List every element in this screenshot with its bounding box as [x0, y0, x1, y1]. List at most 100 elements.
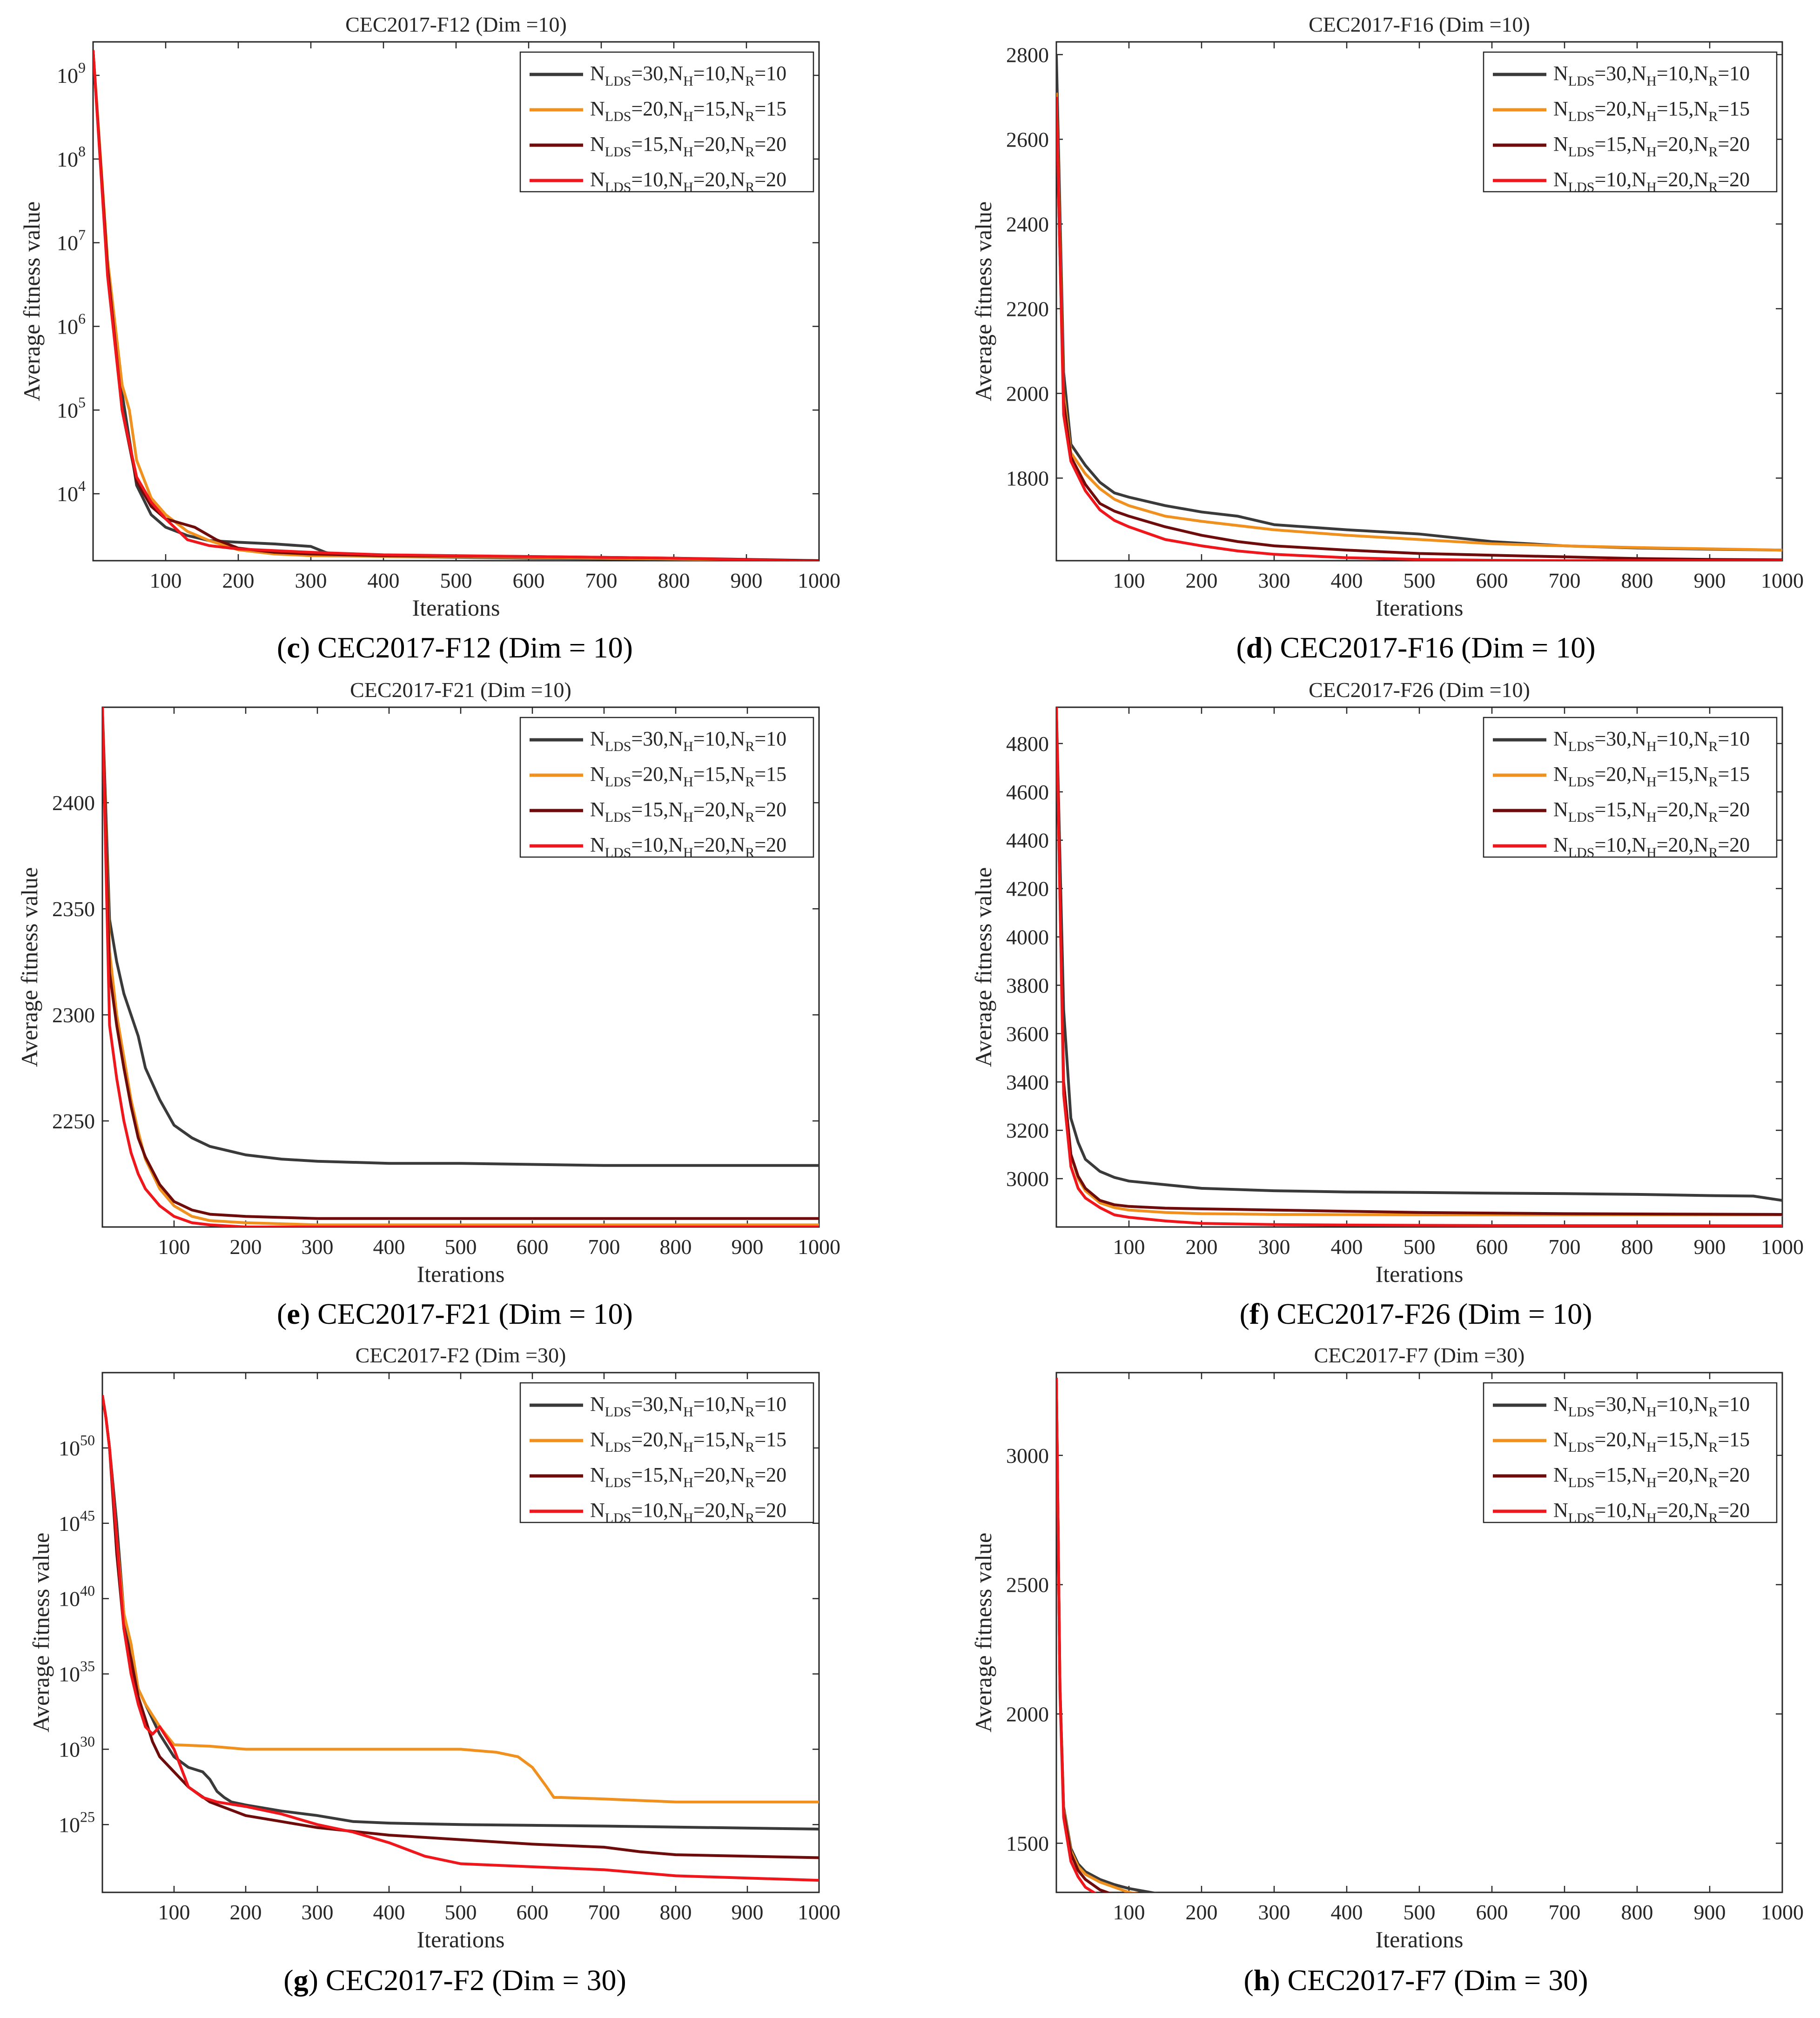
y-tick-label: 1050 [59, 1432, 95, 1460]
y-tick-label: 105 [57, 394, 86, 422]
chart-title: CEC2017-F12 (Dim =10) [345, 13, 567, 36]
series-line-4 [1056, 97, 1782, 561]
chart-c: CEC2017-F12 (Dim =10) 100 200 300 400 500 600 7… [19, 13, 840, 621]
legend-label: NLDS=20,NH=15,NR=15 [590, 97, 786, 124]
y-tick-label: 1800 [1006, 467, 1049, 490]
x-tick-label: 700 [1549, 1900, 1581, 1924]
x-tick-label: 100 [158, 1235, 190, 1259]
x-tick-label: 500 [1404, 1900, 1436, 1924]
x-tick-label: 1000 [798, 1235, 840, 1259]
y-tick-label: 2800 [1006, 43, 1049, 67]
x-tick-label: 300 [302, 1235, 334, 1259]
legend-label: NLDS=10,NH=20,NR=20 [1553, 168, 1750, 195]
x-tick-label: 700 [588, 1235, 620, 1259]
x-tick-label: 200 [230, 1900, 262, 1924]
series-line-2 [102, 707, 819, 1227]
legend-label: NLDS=15,NH=20,NR=20 [1553, 1463, 1750, 1490]
legend-label: NLDS=15,NH=20,NR=20 [590, 798, 786, 825]
x-tick-label: 1000 [1761, 1235, 1804, 1259]
x-tick-label: 1000 [1761, 569, 1804, 592]
series-line-4 [102, 707, 819, 1227]
x-tick-label: 500 [1404, 1235, 1436, 1259]
x-tick-label: 500 [445, 1900, 477, 1924]
y-tick-label: 1025 [59, 1808, 95, 1837]
y-tick-label: 2250 [52, 1109, 95, 1133]
x-tick-label: 300 [295, 569, 327, 592]
caption-g: (g) CEC2017-F2 (Dim = 30) [283, 1964, 626, 1997]
y-tick-label: 1040 [59, 1582, 95, 1611]
legend: NLDS=30,NH=10,NR=10 NLDS=20,NH=15,NR=15 NL… [519, 51, 814, 195]
y-tick-label: 3800 [1006, 973, 1049, 997]
x-tick-label: 400 [373, 1235, 405, 1259]
legend-label: NLDS=10,NH=20,NR=20 [590, 833, 786, 860]
x-tick-label: 400 [368, 569, 400, 592]
legend-label: NLDS=10,NH=20,NR=20 [1553, 1499, 1750, 1526]
x-axis-label: Iterations [412, 595, 500, 621]
y-tick-label: 4400 [1006, 829, 1049, 852]
x-tick-label: 400 [1331, 1900, 1363, 1924]
x-axis-label: Iterations [417, 1261, 505, 1287]
series-line-1 [102, 707, 819, 1167]
y-tick-label: 2350 [52, 897, 95, 921]
legend-label: NLDS=15,NH=20,NR=20 [1553, 133, 1750, 160]
chart-title: CEC2017-F2 (Dim =30) [356, 1343, 566, 1367]
y-tick-label: 1500 [1006, 1831, 1049, 1855]
series-line-3 [1056, 105, 1782, 561]
x-tick-label: 500 [440, 569, 472, 592]
x-tick-label: 600 [517, 1235, 549, 1259]
x-tick-label: 1000 [798, 1900, 840, 1924]
legend-label: NLDS=30,NH=10,NR=10 [1553, 62, 1750, 89]
x-tick-label: 1000 [798, 569, 840, 592]
y-tick-label: 4600 [1006, 780, 1049, 804]
x-tick-label: 300 [1258, 1900, 1290, 1924]
series-line-2 [1056, 93, 1782, 552]
legend-label: NLDS=20,NH=15,NR=15 [1553, 97, 1750, 124]
caption-e: (e) CEC2017-F21 (Dim = 10) [277, 1297, 633, 1330]
legend-label: NLDS=30,NH=10,NR=10 [1553, 1393, 1750, 1420]
chart-title: CEC2017-F7 (Dim =30) [1314, 1343, 1525, 1367]
series-line-4 [93, 50, 819, 561]
y-axis-label: Average fitness value [16, 867, 42, 1067]
x-tick-label: 900 [1694, 569, 1726, 592]
legend-label: NLDS=20,NH=15,NR=15 [1553, 1428, 1750, 1455]
x-tick-label: 300 [1258, 569, 1290, 592]
x-tick-label: 600 [1476, 569, 1508, 592]
chart-d: CEC2017-F16 (Dim =10) 100 200 300 400 500 600 7… [970, 13, 1804, 621]
y-axis-label: Average fitness value [970, 201, 996, 401]
legend: NLDS=30,NH=10,NR=10 NLDS=20,NH=15,NR=15 NL… [1483, 51, 1778, 195]
x-tick-label: 800 [1621, 1235, 1653, 1259]
y-tick-label: 1045 [59, 1507, 95, 1535]
x-tick-label: 700 [1549, 1235, 1581, 1259]
y-tick-label: 3600 [1006, 1022, 1049, 1046]
legend-label: NLDS=15,NH=20,NR=20 [590, 133, 786, 160]
x-tick-label: 800 [1621, 1900, 1653, 1924]
caption-h: (h) CEC2017-F7 (Dim = 30) [1243, 1964, 1588, 1997]
chart-title: CEC2017-F26 (Dim =10) [1309, 678, 1530, 702]
x-tick-label: 600 [1476, 1900, 1508, 1924]
y-tick-label: 1030 [59, 1733, 95, 1761]
caption-c: (c) CEC2017-F12 (Dim = 10) [277, 631, 633, 664]
series-line-4 [1056, 707, 1782, 1227]
y-tick-label: 2000 [1006, 382, 1049, 405]
x-tick-label: 400 [373, 1900, 405, 1924]
x-tick-label: 800 [660, 1235, 692, 1259]
chart-title: CEC2017-F16 (Dim =10) [1309, 13, 1530, 36]
chart-f: CEC2017-F26 (Dim =10) 100 200 300 400 500 600 7… [970, 678, 1804, 1287]
y-tick-label: 2500 [1006, 1573, 1049, 1597]
chart-title: CEC2017-F21 (Dim =10) [350, 678, 571, 702]
x-tick-label: 700 [585, 569, 618, 592]
x-tick-label: 700 [1549, 569, 1581, 592]
legend-label: NLDS=20,NH=15,NR=15 [590, 763, 786, 790]
legend-label: NLDS=20,NH=15,NR=15 [1553, 763, 1750, 790]
x-tick-label: 200 [230, 1235, 262, 1259]
legend: NLDS=30,NH=10,NR=10 NLDS=20,NH=15,NR=15 NL… [519, 1382, 814, 1526]
x-tick-label: 800 [660, 1900, 692, 1924]
legend-label: NLDS=30,NH=10,NR=10 [590, 1393, 786, 1420]
x-tick-label: 100 [158, 1900, 190, 1924]
x-tick-label: 700 [588, 1900, 620, 1924]
x-tick-label: 100 [1113, 569, 1145, 592]
series-line-4 [102, 1395, 819, 1882]
x-tick-label: 800 [1621, 569, 1653, 592]
y-tick-label: 3200 [1006, 1119, 1049, 1142]
